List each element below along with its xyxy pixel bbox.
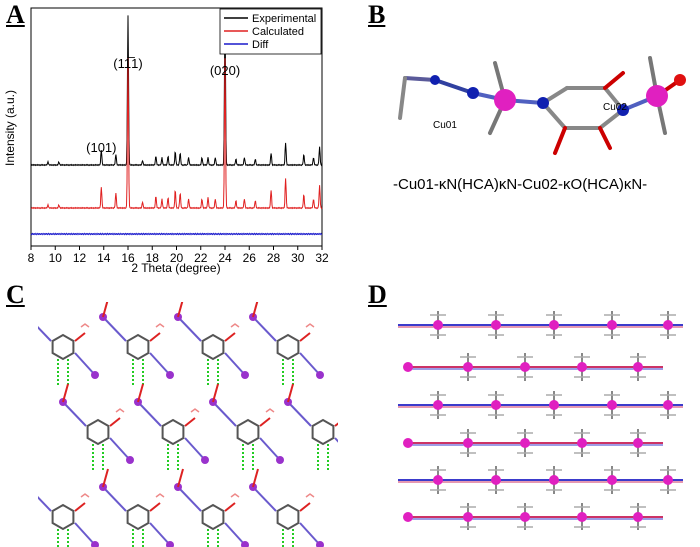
panel-label-a: A	[6, 0, 25, 29]
packing-network-view	[38, 302, 338, 547]
x-tick-label: 26	[243, 251, 257, 265]
x-tick-label: 22	[194, 251, 208, 265]
n-atom	[537, 97, 549, 109]
curves-group	[30, 15, 323, 236]
series-line-calculated	[30, 58, 323, 210]
coordination-caption: -Cu01-κN(HCA)κN-Cu02-κO(HCA)κN-	[393, 176, 648, 193]
peak-label: (101)	[86, 140, 116, 155]
atom-label-cu02: Cu02	[603, 102, 627, 113]
series-line-diff	[30, 232, 323, 236]
atoms	[430, 74, 686, 116]
x-tick-label: 18	[146, 251, 160, 265]
peak-label: (11̅1)	[113, 56, 142, 71]
x-axis-label: 2 Theta (degree)	[131, 261, 220, 275]
n-atom	[617, 104, 629, 116]
legend-entry: Experimental	[252, 13, 316, 25]
n-atom	[467, 87, 479, 99]
x-tick-label: 14	[97, 251, 111, 265]
peak-annotations: (101) (11̅1) (020)	[86, 56, 240, 155]
panel-label-d: D	[368, 280, 387, 309]
panel-label-b: B	[368, 0, 386, 29]
legend-entry: Calculated	[252, 26, 304, 38]
y-axis-label: Intensity (a.u.)	[3, 90, 17, 166]
x-tick-label: 16	[121, 251, 135, 265]
x-tick-label: 32	[315, 251, 329, 265]
atom-label-cu01: Cu01	[433, 120, 457, 131]
panel-label-c: C	[6, 280, 25, 309]
x-tick-label: 30	[291, 251, 305, 265]
cu-atom	[646, 85, 668, 107]
x-tick-label: 12	[73, 251, 87, 265]
x-tick-label: 20	[170, 251, 184, 265]
x-tick-label: 8	[28, 251, 35, 265]
pxrd-chart: 8 10 12 14 16 18 20 22 24 26 28 30 32 Intensity (a.u…	[3, 7, 329, 275]
x-tick-label: 28	[267, 251, 281, 265]
x-axis: 8 10 12 14 16 18 20 22 24 26 28 30 32	[28, 246, 329, 265]
x-tick-label: 10	[49, 251, 63, 265]
x-tick-label: 24	[218, 251, 232, 265]
o-atom	[674, 74, 686, 86]
peak-label: (020)	[210, 63, 240, 78]
series-line-experimental	[30, 15, 323, 167]
legend-entry: Diff	[252, 39, 269, 51]
n-atom	[430, 75, 440, 85]
cu-atom	[494, 89, 516, 111]
chain-packing-view	[398, 311, 683, 530]
crystal-structure-fragment: Cu01 Cu02	[398, 56, 686, 155]
